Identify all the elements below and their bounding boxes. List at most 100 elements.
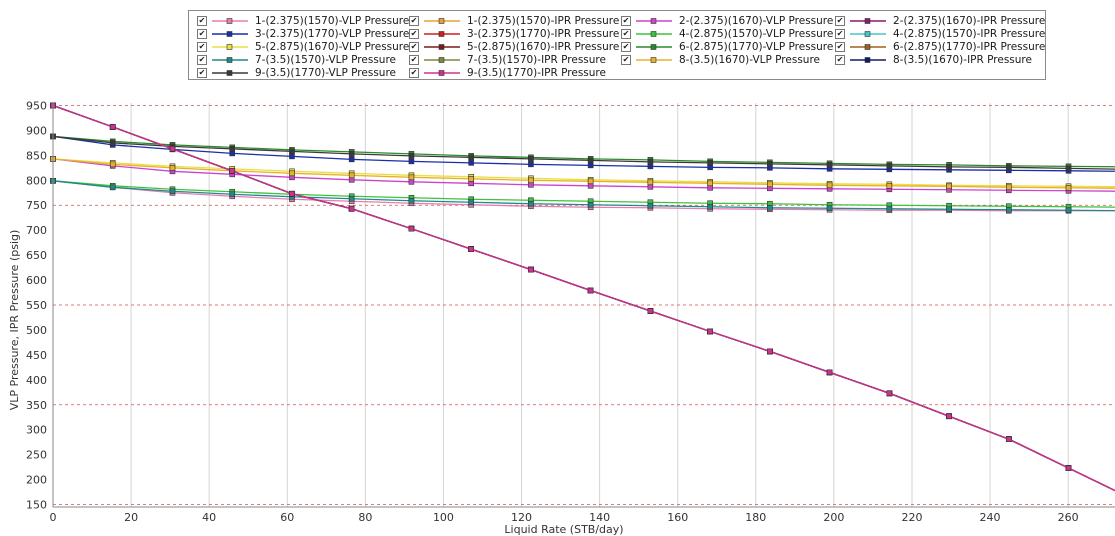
legend-item[interactable]: ✔ 1-(2.375)(1570)-IPR Pressure — [409, 14, 619, 28]
data-point — [229, 168, 236, 174]
data-point — [1065, 184, 1072, 191]
data-point — [587, 178, 594, 185]
legend-swatch — [634, 29, 674, 39]
legend-checkbox[interactable]: ✔ — [835, 55, 845, 65]
legend-checkbox[interactable]: ✔ — [835, 42, 845, 52]
x-tick-label: 60 — [280, 511, 294, 524]
legend-checkbox[interactable]: ✔ — [409, 55, 419, 65]
data-point — [528, 161, 534, 168]
data-point — [109, 140, 116, 146]
y-tick-label: 400 — [26, 374, 47, 387]
x-tick-label: 180 — [745, 511, 766, 524]
legend-checkbox[interactable]: ✔ — [835, 29, 845, 39]
x-tick-label: 100 — [433, 511, 454, 524]
legend-item[interactable]: ✔ 8-(3.5)(1670)-VLP Pressure — [621, 53, 820, 67]
data-point — [109, 184, 116, 191]
data-point — [767, 181, 773, 188]
legend-item[interactable]: ✔ 5-(2.875)(1670)-VLP Pressure — [197, 40, 409, 54]
legend-item[interactable]: ✔ 8-(3.5)(1670)-IPR Pressure — [835, 53, 1032, 67]
y-tick-label: 600 — [26, 274, 47, 287]
data-point — [289, 148, 295, 155]
legend-checkbox[interactable]: ✔ — [409, 29, 419, 39]
legend-label: 8-(3.5)(1670)-VLP Pressure — [679, 54, 820, 66]
legend-item[interactable]: ✔ 6-(2.875)(1770)-IPR Pressure — [835, 40, 1045, 54]
legend-checkbox[interactable]: ✔ — [409, 42, 419, 52]
legend-checkbox[interactable]: ✔ — [409, 16, 419, 26]
data-point — [408, 174, 415, 181]
series-9-3-5-1770-vlp-pressure — [50, 133, 1115, 172]
series-6-2-875-1770-ipr-pressure — [50, 102, 1115, 492]
legend-checkbox[interactable]: ✔ — [621, 55, 631, 65]
legend-checkbox[interactable]: ✔ — [197, 55, 207, 65]
legend-swatch — [422, 29, 462, 39]
data-point — [468, 160, 474, 166]
y-tick-label: 200 — [26, 474, 47, 487]
series-1-2-375-1570-ipr-pressure — [50, 102, 1115, 492]
legend-item[interactable]: ✔ 6-(2.875)(1770)-VLP Pressure — [621, 40, 833, 54]
legend-item[interactable]: ✔ 3-(2.375)(1770)-IPR Pressure — [409, 27, 619, 41]
legend-item[interactable]: ✔ 5-(2.875)(1670)-IPR Pressure — [409, 40, 619, 54]
legend-item[interactable]: ✔ 9-(3.5)(1770)-IPR Pressure — [409, 66, 606, 80]
legend-item[interactable]: ✔ 4-(2.875)(1570)-IPR Pressure — [835, 27, 1045, 41]
legend-checkbox[interactable]: ✔ — [197, 68, 207, 78]
legend-checkbox[interactable]: ✔ — [621, 16, 631, 26]
data-point — [229, 191, 236, 198]
y-tick-label: 250 — [26, 449, 47, 462]
series-4-2-875-1570-ipr-pressure — [50, 102, 1115, 492]
data-point — [1005, 436, 1012, 442]
legend-item[interactable]: ✔ 1-(2.375)(1570)-VLP Pressure — [197, 14, 409, 28]
legend-swatch — [848, 42, 888, 52]
series-line — [52, 135, 1115, 172]
legend-label: 5-(2.875)(1670)-VLP Pressure — [255, 41, 410, 53]
legend-label: 5-(2.875)(1670)-IPR Pressure — [467, 41, 620, 53]
legend-checkbox[interactable]: ✔ — [621, 29, 631, 39]
data-point — [528, 200, 534, 207]
legend-item[interactable]: ✔ 7-(3.5)(1570)-IPR Pressure — [409, 53, 606, 67]
legend-item[interactable]: ✔ 3-(2.375)(1770)-VLP Pressure — [197, 27, 409, 41]
y-tick-label: 350 — [26, 399, 47, 412]
legend-label: 1-(2.375)(1570)-IPR Pressure — [467, 15, 620, 27]
legend-item[interactable]: ✔ 9-(3.5)(1770)-VLP Pressure — [197, 66, 396, 80]
y-axis-label: VLP Pressure, IPR Pressure (psig) — [8, 230, 21, 411]
legend-swatch — [210, 55, 250, 65]
y-tick-label: 450 — [26, 349, 47, 362]
data-point — [468, 199, 474, 206]
data-point — [826, 162, 833, 168]
data-point — [408, 153, 415, 159]
legend-swatch — [422, 55, 462, 65]
legend-checkbox[interactable]: ✔ — [621, 42, 631, 52]
data-point — [647, 159, 654, 165]
data-point — [946, 164, 952, 170]
data-point — [528, 266, 534, 273]
y-tick-label: 150 — [26, 499, 47, 512]
legend-label: 3-(2.375)(1770)-IPR Pressure — [467, 28, 620, 40]
data-point — [647, 179, 654, 186]
legend-checkbox[interactable]: ✔ — [197, 42, 207, 52]
data-point — [229, 146, 236, 152]
series-7-3-5-1570-ipr-pressure — [50, 102, 1115, 492]
legend-item[interactable]: ✔ 4-(2.875)(1570)-VLP Pressure — [621, 27, 833, 41]
legend-item[interactable]: ✔ 7-(3.5)(1570)-VLP Pressure — [197, 53, 396, 67]
legend-swatch — [422, 16, 462, 26]
data-point — [109, 124, 116, 130]
legend-checkbox[interactable]: ✔ — [197, 29, 207, 39]
legend-label: 3-(2.375)(1770)-VLP Pressure — [255, 28, 410, 40]
y-tick-label: 650 — [26, 249, 47, 262]
data-point — [886, 205, 893, 212]
legend-checkbox[interactable]: ✔ — [835, 16, 845, 26]
legend-item[interactable]: ✔ 2-(2.375)(1670)-VLP Pressure — [621, 14, 833, 28]
data-point — [169, 188, 176, 195]
data-point — [408, 197, 415, 204]
data-point — [468, 154, 474, 161]
y-tick-label: 750 — [26, 199, 47, 212]
data-point — [707, 180, 713, 187]
data-point — [946, 206, 952, 213]
x-tick-label: 200 — [823, 511, 844, 524]
legend-checkbox[interactable]: ✔ — [409, 68, 419, 78]
legend-item[interactable]: ✔ 2-(2.375)(1670)-IPR Pressure — [835, 14, 1045, 28]
legend-checkbox[interactable]: ✔ — [197, 16, 207, 26]
legend-label: 8-(3.5)(1670)-IPR Pressure — [893, 54, 1032, 66]
series-1-2-375-1570-vlp-pressure — [50, 178, 1115, 214]
x-axis-label: Liquid Rate (STB/day) — [504, 523, 623, 536]
x-tick-label: 120 — [511, 511, 532, 524]
